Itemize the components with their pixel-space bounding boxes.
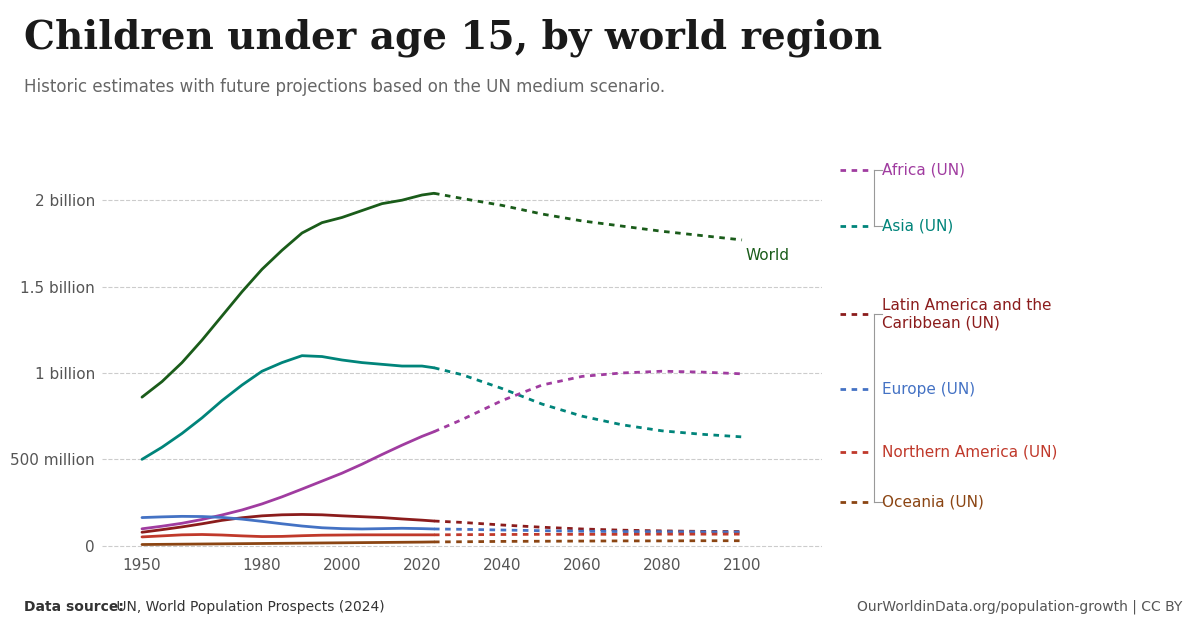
Text: Asia (UN): Asia (UN) xyxy=(882,219,953,234)
Text: Latin America and the
Caribbean (UN): Latin America and the Caribbean (UN) xyxy=(882,298,1051,330)
Text: Our World
in Data: Our World in Data xyxy=(1068,35,1151,69)
Text: Oceania (UN): Oceania (UN) xyxy=(882,495,984,510)
Text: Northern America (UN): Northern America (UN) xyxy=(882,445,1057,460)
Text: OurWorldinData.org/population-growth | CC BY: OurWorldinData.org/population-growth | C… xyxy=(857,600,1182,614)
Text: Historic estimates with future projections based on the UN medium scenario.: Historic estimates with future projectio… xyxy=(24,78,665,97)
Text: Europe (UN): Europe (UN) xyxy=(882,382,976,397)
Text: Africa (UN): Africa (UN) xyxy=(882,162,965,177)
Text: Children under age 15, by world region: Children under age 15, by world region xyxy=(24,19,882,57)
Text: Data source:: Data source: xyxy=(24,600,124,614)
Text: UN, World Population Prospects (2024): UN, World Population Prospects (2024) xyxy=(112,600,384,614)
Text: World: World xyxy=(746,248,790,263)
